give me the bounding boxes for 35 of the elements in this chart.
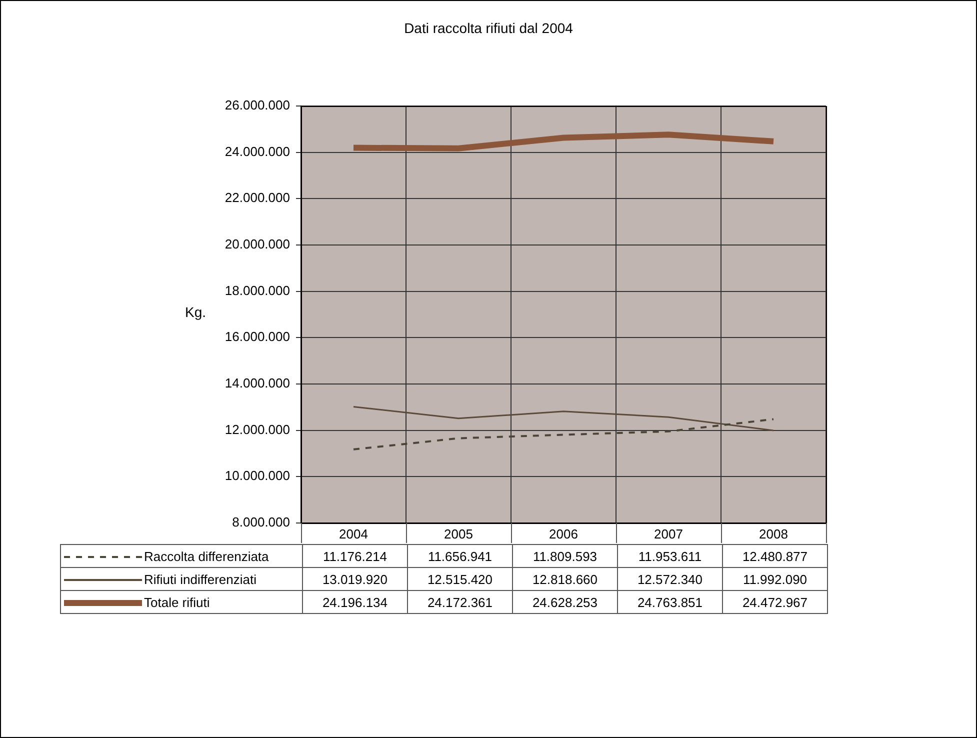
data-label: 24.763.851 — [618, 590, 722, 614]
y-tick-label: 26.000.000 — [224, 98, 290, 113]
x-tick-label: 2006 — [549, 526, 578, 542]
data-label: 24.196.134 — [302, 590, 408, 614]
y-tick-label: 8.000.000 — [232, 514, 290, 530]
data-label: 24.628.253 — [512, 590, 618, 614]
data-label: 12.818.660 — [512, 568, 618, 590]
data-label: 12.572.340 — [618, 568, 722, 590]
data-label: 11.809.593 — [512, 544, 618, 568]
data-label: 12.515.420 — [408, 568, 512, 590]
legend-label: Rifiuti indifferenziati — [60, 568, 302, 590]
data-label: 12.480.877 — [722, 544, 828, 568]
y-tick-label: 14.000.000 — [224, 376, 290, 391]
y-axis-title: Kg. — [184, 304, 206, 320]
data-label: 11.953.611 — [618, 544, 722, 568]
x-tick-label: 2007 — [654, 526, 683, 542]
y-tick-label: 16.000.000 — [224, 329, 290, 344]
data-label: 11.176.214 — [302, 544, 408, 568]
legend-label: Totale rifiuti — [60, 590, 302, 614]
x-tick-label: 2004 — [339, 526, 368, 542]
y-tick-label: 18.000.000 — [224, 282, 290, 298]
x-tick-label: 2005 — [444, 526, 473, 542]
data-label: 11.656.941 — [408, 544, 512, 568]
data-label: 13.019.920 — [302, 568, 408, 590]
data-label: 11.992.090 — [722, 568, 828, 590]
y-tick-label: 24.000.000 — [224, 144, 290, 159]
x-tick-label: 2008 — [759, 526, 788, 542]
legend-label: Raccolta differenziata — [60, 544, 302, 568]
y-tick-label: 22.000.000 — [224, 190, 290, 206]
chart-title: Dati raccolta rifiuti dal 2004 — [404, 20, 574, 36]
y-tick-label: 12.000.000 — [224, 422, 290, 437]
data-label: 24.172.361 — [408, 590, 512, 614]
y-tick-label: 10.000.000 — [224, 468, 290, 484]
data-label: 24.472.967 — [722, 590, 828, 614]
y-tick-label: 20.000.000 — [224, 236, 290, 252]
